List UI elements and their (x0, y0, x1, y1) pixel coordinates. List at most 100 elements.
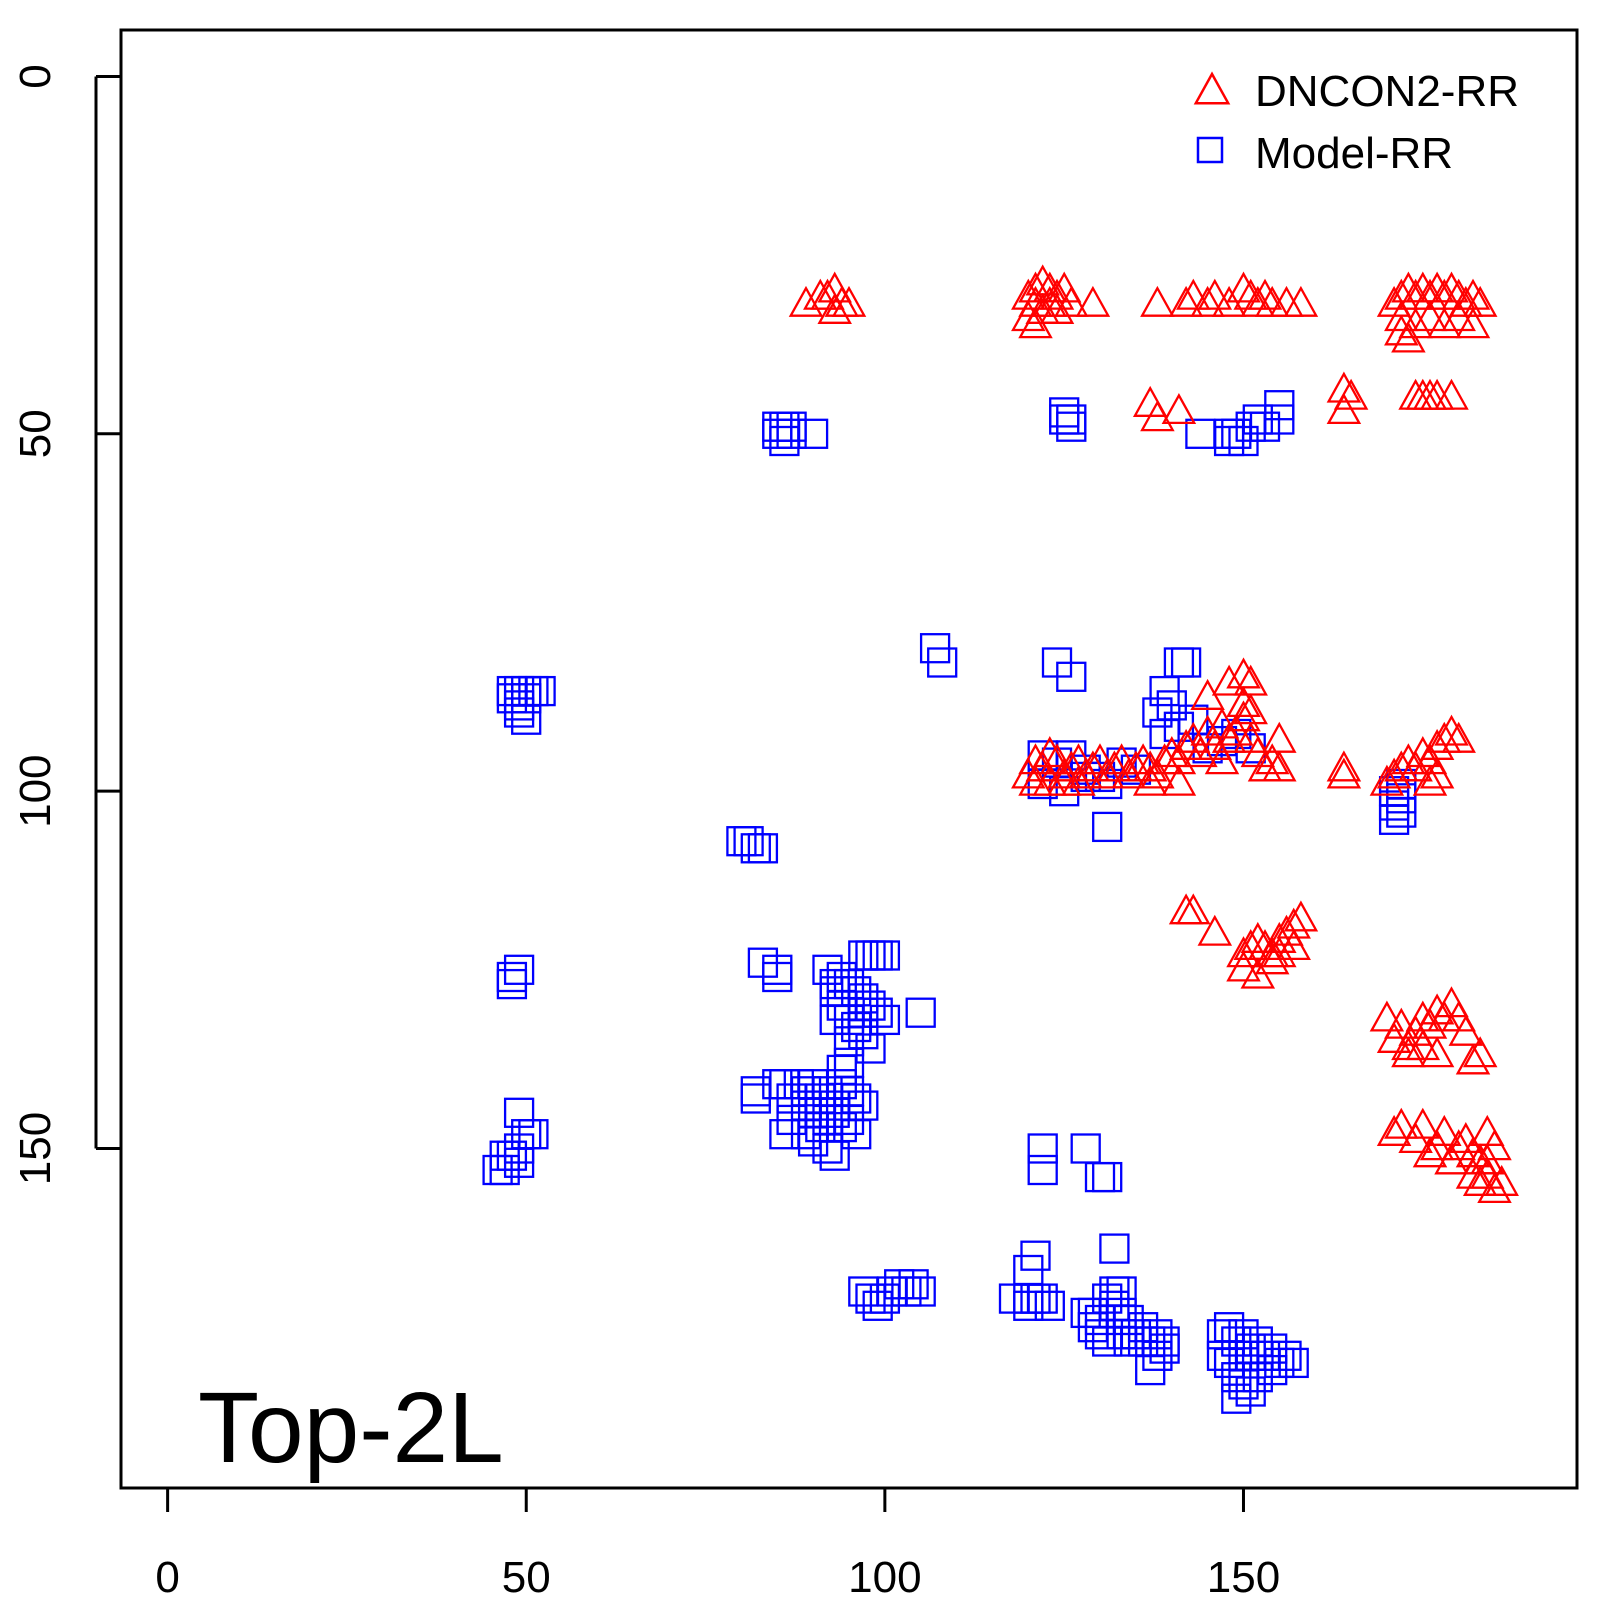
data-point-triangle (1419, 993, 1455, 1025)
data-point-triangle (1226, 657, 1261, 689)
legend-item-dncon2-rr: DNCON2-RR (1193, 67, 1519, 116)
data-point-triangle (1075, 285, 1111, 317)
data-point-triangle (1161, 764, 1197, 796)
data-point-triangle (1405, 1029, 1441, 1061)
data-point-square (776, 418, 807, 449)
data-point-triangle (1125, 743, 1161, 775)
data-point-square (1257, 1354, 1288, 1386)
data-point-square (1013, 1283, 1044, 1314)
data-point-square (1049, 397, 1080, 428)
data-point-triangle (1470, 1114, 1505, 1146)
plot-frame (119, 28, 1579, 1490)
data-point-square (1278, 1347, 1309, 1379)
data-point-triangle (1097, 750, 1132, 782)
data-point-square (927, 647, 958, 678)
data-point-square (776, 1104, 807, 1136)
data-point-square (1049, 404, 1080, 435)
data-point-triangle (831, 285, 867, 317)
data-point-square (1221, 1383, 1252, 1414)
data-point-square (1106, 1276, 1137, 1307)
data-point-triangle (1455, 307, 1491, 339)
data-point-triangle (1132, 385, 1168, 417)
data-point-square (1221, 418, 1252, 449)
data-point-triangle (1412, 764, 1448, 796)
data-point-triangle (1183, 736, 1218, 768)
data-point-triangle (1462, 1164, 1498, 1196)
legend-label-dncon2-rr: DNCON2-RR (1255, 67, 1519, 116)
data-point-triangle (1190, 285, 1225, 317)
data-point-triangle (1176, 893, 1211, 925)
data-point-triangle (1168, 285, 1204, 317)
data-point-triangle (1197, 278, 1233, 310)
data-point-triangle (1384, 1107, 1419, 1139)
data-point-triangle (1455, 1043, 1491, 1075)
data-point-triangle (1197, 914, 1233, 946)
data-point-square (848, 997, 879, 1028)
data-point-triangle (1054, 285, 1089, 317)
data-point-triangle (1233, 693, 1268, 725)
data-point-square (1163, 647, 1195, 678)
data-point-triangle (1434, 271, 1469, 303)
data-point-square (1142, 697, 1173, 728)
data-point-triangle (1262, 721, 1297, 753)
data-point-square (1106, 1319, 1137, 1350)
data-point-triangle (1326, 393, 1362, 425)
data-point-square (762, 961, 793, 993)
legend-label-model-rr: Model-RR (1255, 129, 1453, 178)
x-tick-label: 100 (848, 1553, 921, 1600)
data-point-triangle (1283, 285, 1319, 317)
y-axis: 0 50 100 150 (11, 64, 121, 1185)
data-point-triangle (1262, 750, 1297, 782)
data-point-triangle (1376, 1114, 1412, 1146)
data-point-triangle (1412, 1136, 1448, 1168)
data-point-triangle (1391, 1036, 1426, 1068)
data-point-triangle (1419, 1036, 1455, 1068)
data-point-square (489, 1154, 520, 1186)
data-point-triangle (1226, 950, 1261, 982)
data-point-triangle (1176, 278, 1211, 310)
data-point-triangle (1140, 285, 1175, 317)
data-point-triangle (1247, 278, 1283, 310)
series-model-rr (482, 390, 1417, 1414)
data-point-triangle (1018, 307, 1053, 339)
data-point-triangle (1384, 300, 1419, 332)
data-point-triangle (1276, 929, 1311, 961)
data-point-triangle (1075, 750, 1111, 782)
data-point-square (503, 697, 535, 728)
data-point-triangle (1326, 757, 1362, 789)
data-point-triangle (1441, 721, 1476, 753)
data-point-square (905, 1276, 936, 1307)
data-point-triangle (1462, 285, 1498, 317)
data-point-triangle (1455, 1136, 1491, 1168)
data-point-square (1378, 804, 1410, 835)
series-dncon2-rr (788, 264, 1519, 1204)
data-point-square (496, 968, 528, 1000)
data-point-triangle (810, 278, 845, 310)
data-point-triangle (1140, 400, 1175, 432)
data-point-square (1149, 1326, 1180, 1357)
data-point-triangle (1233, 664, 1268, 696)
data-point-square (511, 704, 542, 735)
data-point-triangle (1226, 271, 1261, 303)
data-point-triangle (1441, 300, 1476, 332)
data-point-triangle (1405, 1107, 1441, 1139)
data-point-triangle (1204, 743, 1240, 775)
data-point-square (1092, 1161, 1123, 1193)
legend-item-model-rr: Model-RR (1196, 129, 1453, 178)
data-point-triangle (1032, 285, 1068, 317)
data-point-triangle (1434, 714, 1469, 746)
data-point-triangle (1419, 757, 1455, 789)
data-point-square (819, 1140, 850, 1171)
data-point-triangle (1226, 686, 1261, 718)
legend: DNCON2-RR Model-RR (1193, 67, 1519, 178)
x-tick-label: 0 (155, 1553, 179, 1600)
data-point-triangle (1384, 1007, 1419, 1039)
data-point-triangle (1211, 721, 1247, 753)
data-point-square (1027, 1154, 1058, 1186)
y-tick-label: 0 (11, 64, 60, 88)
data-point-square (833, 1047, 865, 1078)
data-point-square (1034, 1290, 1065, 1321)
data-point-triangle (1384, 314, 1419, 346)
data-point-triangle (1240, 921, 1276, 953)
data-point-triangle (1470, 1143, 1505, 1175)
